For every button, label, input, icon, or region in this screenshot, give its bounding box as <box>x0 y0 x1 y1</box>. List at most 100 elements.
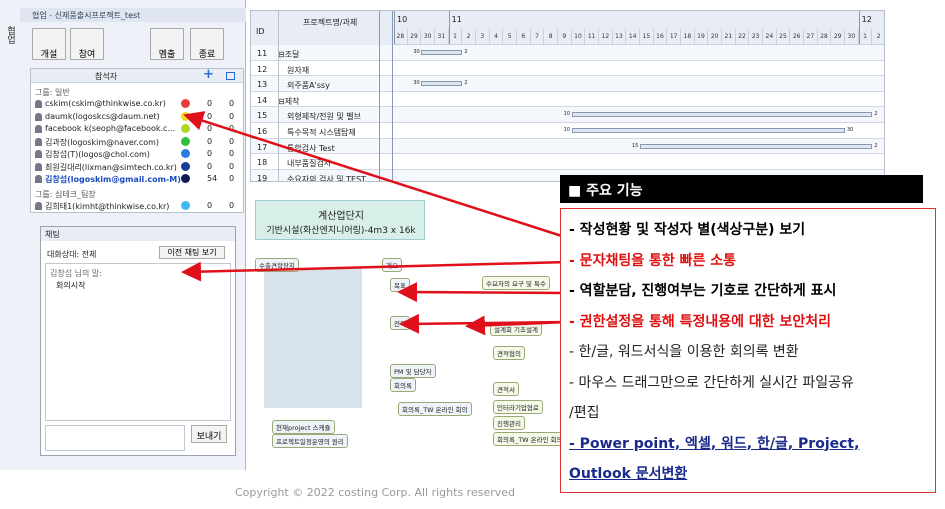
day-label: 11 <box>585 29 599 45</box>
member-name: 최원길대리(lixman@simtech.co.kr) <box>45 162 177 172</box>
row-id: 19 <box>257 173 268 182</box>
col-divider <box>278 11 279 181</box>
gantt-row <box>251 123 884 139</box>
day-label: 10 <box>571 29 586 45</box>
member-name: 김과장(logoskim@naver.com) <box>45 137 160 147</box>
gantt-bar <box>640 143 873 149</box>
gantt-bar <box>421 81 463 87</box>
row-name: 외주품A'ssy <box>287 81 330 91</box>
send-button[interactable]: 보내기 <box>191 425 227 443</box>
day-label: 28 <box>394 29 408 45</box>
chat-input[interactable] <box>45 425 185 451</box>
row-name: 외형제작/전원 및 벨브 <box>287 112 362 122</box>
day-label: 23 <box>749 29 763 45</box>
count-b: 0 <box>229 99 235 108</box>
group-name: 그룹: 일반 <box>35 88 70 97</box>
toolbar-button[interactable]: 종료 <box>190 28 224 60</box>
user-icon <box>35 162 42 171</box>
gantt-row <box>251 138 884 155</box>
copyright: Copyright © 2022 costing Corp. All right… <box>235 486 516 499</box>
day-label: 21 <box>722 29 736 45</box>
count-a: 0 <box>207 111 213 121</box>
member-name: facebook k(seoph@facebook.c... <box>45 124 176 133</box>
status-dot <box>181 200 190 210</box>
day-label: 9 <box>558 29 572 45</box>
count-b: 0 <box>229 174 235 183</box>
status-dot <box>181 99 190 108</box>
feature-item: /편집 <box>569 405 600 421</box>
row-name: 내부품질검사 <box>287 159 332 169</box>
edit-icon[interactable] <box>226 72 235 80</box>
day-label: 13 <box>612 29 627 45</box>
toolbar-button[interactable]: 개설 <box>32 28 66 60</box>
member-name: 김창섭(logoskim@gmail.com-M) <box>45 175 181 184</box>
row-id: 17 <box>257 142 268 152</box>
arrow <box>465 315 569 336</box>
mind-node: 인터라기업협료 <box>493 400 543 414</box>
count-b: 0 <box>229 124 235 133</box>
app-window: 협업 협업 - 신제품출시프로젝트_test 개설 참여 멤출 종료 참석자 + 그룹… <box>0 0 246 470</box>
count-a: 0 <box>207 99 213 108</box>
bar-start-label: 15 <box>632 142 639 149</box>
feature-item: - Power point, 엑셀, 워드, 한/글, Project, <box>569 435 860 452</box>
feature-item: Outlook 문서변환 <box>569 466 688 482</box>
day-label: 24 <box>763 29 777 45</box>
user-icon <box>35 150 42 158</box>
feature-item: - 권한설정을 통해 특정내용에 대한 보안처리 <box>569 313 832 330</box>
mind-node: 견적협의 <box>493 346 525 360</box>
day-label: 1 <box>448 29 463 45</box>
gantt-row <box>251 107 884 123</box>
user-icon <box>35 175 42 183</box>
day-label: 2 <box>872 29 884 45</box>
toolbar-button[interactable]: 멤출 <box>150 28 184 60</box>
user-icon <box>35 112 42 121</box>
day-label: 16 <box>653 29 668 45</box>
header-name: 프로젝트명/과제 <box>303 18 358 27</box>
count-b: 0 <box>229 149 235 158</box>
day-label: 25 <box>776 29 791 45</box>
chat-message: 회의시작 <box>56 281 86 290</box>
row-id: 13 <box>257 80 268 90</box>
toolbar-button[interactable]: 참여 <box>70 28 104 60</box>
gantt-row <box>251 60 884 77</box>
bar-end-label: 2 <box>464 49 468 55</box>
chat-title: 채팅 <box>45 230 60 239</box>
row-id: 14 <box>257 95 268 105</box>
status-dot <box>181 136 190 146</box>
bar-end-label: 30 <box>847 127 854 133</box>
chat-log: 김창섭 님의 말: 회의시작 <box>45 263 231 421</box>
day-label: 30 <box>421 29 435 45</box>
bar-start-label: 30 <box>413 49 420 55</box>
row-id: 12 <box>257 64 268 74</box>
day-label: 27 <box>804 29 818 45</box>
row-name: ⊟조달 <box>278 50 300 59</box>
group-name: 그룹: 심테크_팀장 <box>35 189 96 199</box>
day-label: 18 <box>681 29 695 45</box>
mind-node: 진행관리 <box>493 416 525 430</box>
gantt-bar <box>571 128 845 133</box>
feature-title-bar: ■ 주요 기능 <box>560 175 923 203</box>
chat-header: 채팅 <box>41 227 235 241</box>
day-label: 17 <box>667 29 681 45</box>
day-label: 20 <box>708 29 722 45</box>
day-label: 2 <box>462 29 476 45</box>
day-label: 31 <box>435 29 449 45</box>
add-icon[interactable]: + <box>203 67 214 82</box>
row-id: 16 <box>257 127 268 136</box>
mind-node: 수요자의 요구 및 특수 <box>482 276 551 290</box>
chat-partner: 대화상대: 전체 <box>47 250 97 259</box>
mind-node: 현재project 스케쥴 <box>272 420 335 434</box>
row-id: 15 <box>257 111 268 121</box>
mind-subtitle: 기반시설(화산엔지니어링)-4m3 x 16k <box>266 226 416 236</box>
day-label: 30 <box>845 29 859 45</box>
day-label: 1 <box>858 29 873 45</box>
bar-start-label: 10 <box>563 127 571 133</box>
feature-title: ■ 주요 기능 <box>568 183 643 199</box>
user-icon <box>35 137 42 146</box>
status-dot <box>181 149 190 158</box>
mind-node: PM 및 담당자 <box>390 364 436 378</box>
feature-box: - 작성현황 및 작성자 별(색상구분) 보기 - 문자채팅을 통한 빠른 소통 -… <box>560 208 936 493</box>
history-button[interactable]: 이전 채팅 보기 <box>159 246 225 259</box>
chat-panel: 채팅 대화상대: 전체 이전 채팅 보기 김창섭 님의 말: 회의시작 보내기 <box>40 226 236 456</box>
gantt-row <box>251 154 884 170</box>
